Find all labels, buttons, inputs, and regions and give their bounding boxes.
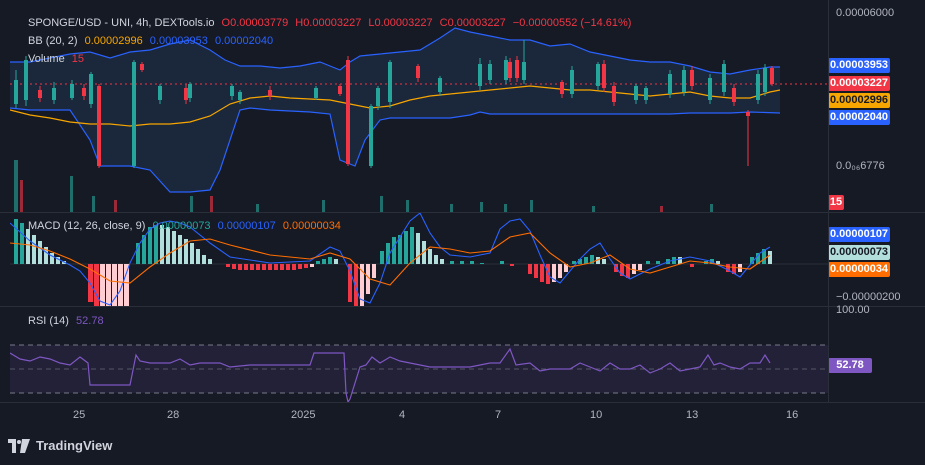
bb-lower-value: 0.00002040 <box>214 35 274 47</box>
tradingview-wordmark: TradingView <box>36 438 113 453</box>
ohlc-change: −0.00000552 (−14.61%) <box>512 17 632 29</box>
x-axis-label: 7 <box>495 409 502 421</box>
tradingview-logo-icon <box>8 438 30 453</box>
bb-legend[interactable]: BB (20, 2) 0.00002996 0.00003953 0.00002… <box>28 35 277 47</box>
volume-tag: 15 <box>828 195 844 210</box>
x-axis-label: 2025 <box>291 409 316 421</box>
macd-hist-tag: 0.00000073 <box>828 245 890 260</box>
rsi-chart[interactable] <box>10 307 828 402</box>
candles <box>14 40 774 168</box>
bb-lower-line <box>10 107 781 193</box>
ohlc-open: O0.00003779 <box>221 17 289 29</box>
main-legend-row1: SPONGE/USD - UNI, 4h, DEXTools.io O0.000… <box>28 17 635 29</box>
rsi-legend[interactable]: RSI (14) 52.78 <box>28 315 108 327</box>
macd-line <box>10 213 771 306</box>
axis-separator <box>0 402 925 403</box>
ohlc-close: C0.00003227 <box>439 17 506 29</box>
last-price-tag: 0.00003227 <box>828 76 890 91</box>
bb-middle-line <box>10 85 781 127</box>
x-axis-label: 13 <box>686 409 699 421</box>
volume-label: Volume <box>28 53 65 65</box>
rsi-value: 52.78 <box>76 315 104 327</box>
price-scale-top: 0.00006000 <box>836 7 895 19</box>
price-chart[interactable] <box>10 0 828 212</box>
x-axis-label: 4 <box>399 409 406 421</box>
bb-label: BB (20, 2) <box>28 35 78 47</box>
signal-line <box>10 232 771 286</box>
volume-value: 15 <box>71 53 85 65</box>
bb-mid-tag: 0.00002996 <box>828 93 890 108</box>
rsi-scale-top: 100.00 <box>836 304 870 316</box>
x-axis-label: 16 <box>786 409 799 421</box>
x-axis-label: 25 <box>73 409 86 421</box>
bb-upper-line <box>10 27 780 75</box>
ohlc-high: H0.00003227 <box>295 17 362 29</box>
rsi-pane[interactable]: RSI (14) 52.78 <box>10 307 828 402</box>
volume-bars <box>14 160 713 212</box>
macd-pane[interactable]: MACD (12, 26, close, 9) 0.00000073 0.000… <box>10 213 828 306</box>
macd-signal-tag: 0.00000034 <box>828 262 890 277</box>
bb-lower-tag: 0.00002040 <box>828 110 890 125</box>
ohlc-low: L0.00003227 <box>368 17 433 29</box>
macd-legend[interactable]: MACD (12, 26, close, 9) 0.00000073 0.000… <box>28 220 345 232</box>
macd-histogram <box>14 219 772 306</box>
macd-scale-bottom: −0.00000200 <box>836 291 901 303</box>
tradingview-logo[interactable]: TradingView <box>8 438 112 453</box>
macd-value-1: 0.00000073 <box>152 220 211 232</box>
pane-separator[interactable] <box>0 212 925 213</box>
symbol-title[interactable]: SPONGE/USD - UNI, 4h, DEXTools.io <box>28 17 215 29</box>
rsi-label: RSI (14) <box>28 315 69 327</box>
macd-value-3: 0.00000034 <box>282 220 341 232</box>
bb-mid-value: 0.00002996 <box>84 35 143 47</box>
price-scale-bottom: 0.0₀₆6776 <box>836 160 885 172</box>
macd-chart[interactable] <box>10 213 828 306</box>
macd-line-tag: 0.00000107 <box>828 227 890 242</box>
bb-band-fill <box>10 28 780 192</box>
bb-upper-value: 0.00003953 <box>149 35 208 47</box>
scale-separator <box>828 0 829 402</box>
x-axis-label: 10 <box>590 409 603 421</box>
price-pane[interactable]: SPONGE/USD - UNI, 4h, DEXTools.io O0.000… <box>10 0 828 212</box>
macd-label: MACD (12, 26, close, 9) <box>28 220 146 232</box>
bb-upper-tag: 0.00003953 <box>828 58 890 73</box>
volume-legend[interactable]: Volume 15 <box>28 53 88 65</box>
pane-separator-2[interactable] <box>0 306 925 307</box>
rsi-tag: 52.78 <box>828 358 872 373</box>
x-axis-label: 28 <box>167 409 180 421</box>
macd-value-2: 0.00000107 <box>217 220 276 232</box>
rsi-line <box>10 347 771 402</box>
